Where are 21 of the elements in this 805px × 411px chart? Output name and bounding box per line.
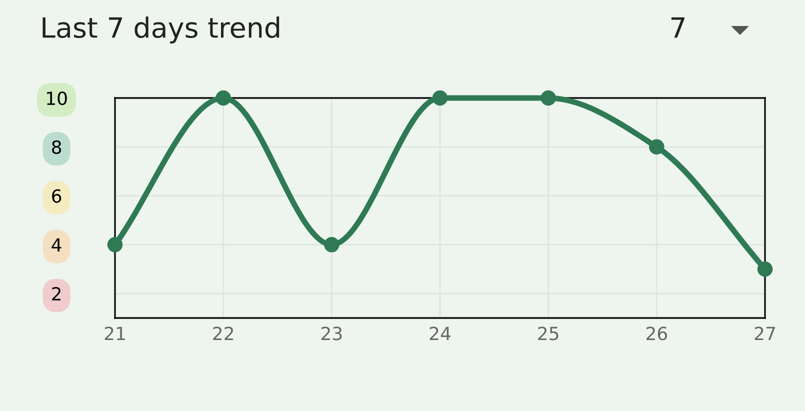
x-tick-label: 23 — [322, 326, 342, 340]
y-tick-label: 2 — [52, 287, 60, 300]
y-tick-label: 4 — [52, 238, 62, 252]
point — [649, 139, 664, 155]
chart-title: Last 7 days trend — [42, 16, 280, 44]
point — [216, 90, 231, 106]
y-tick-label: 10 — [47, 91, 67, 106]
x-tick-label: 24 — [430, 326, 450, 340]
x-tick-label: 21 — [104, 326, 125, 340]
y-tick-label: 8 — [52, 140, 62, 154]
point — [107, 237, 123, 252]
y-tick-label: 6 — [52, 189, 62, 203]
point — [324, 237, 340, 252]
point — [757, 261, 773, 277]
point — [540, 90, 556, 106]
text: 7 — [671, 17, 684, 38]
x-tick-label: 26 — [646, 326, 668, 340]
point — [432, 90, 448, 106]
x-tick-label: 25 — [538, 326, 558, 340]
x-tick-label: 27 — [754, 326, 775, 340]
x-tick-label: 22 — [213, 326, 234, 340]
